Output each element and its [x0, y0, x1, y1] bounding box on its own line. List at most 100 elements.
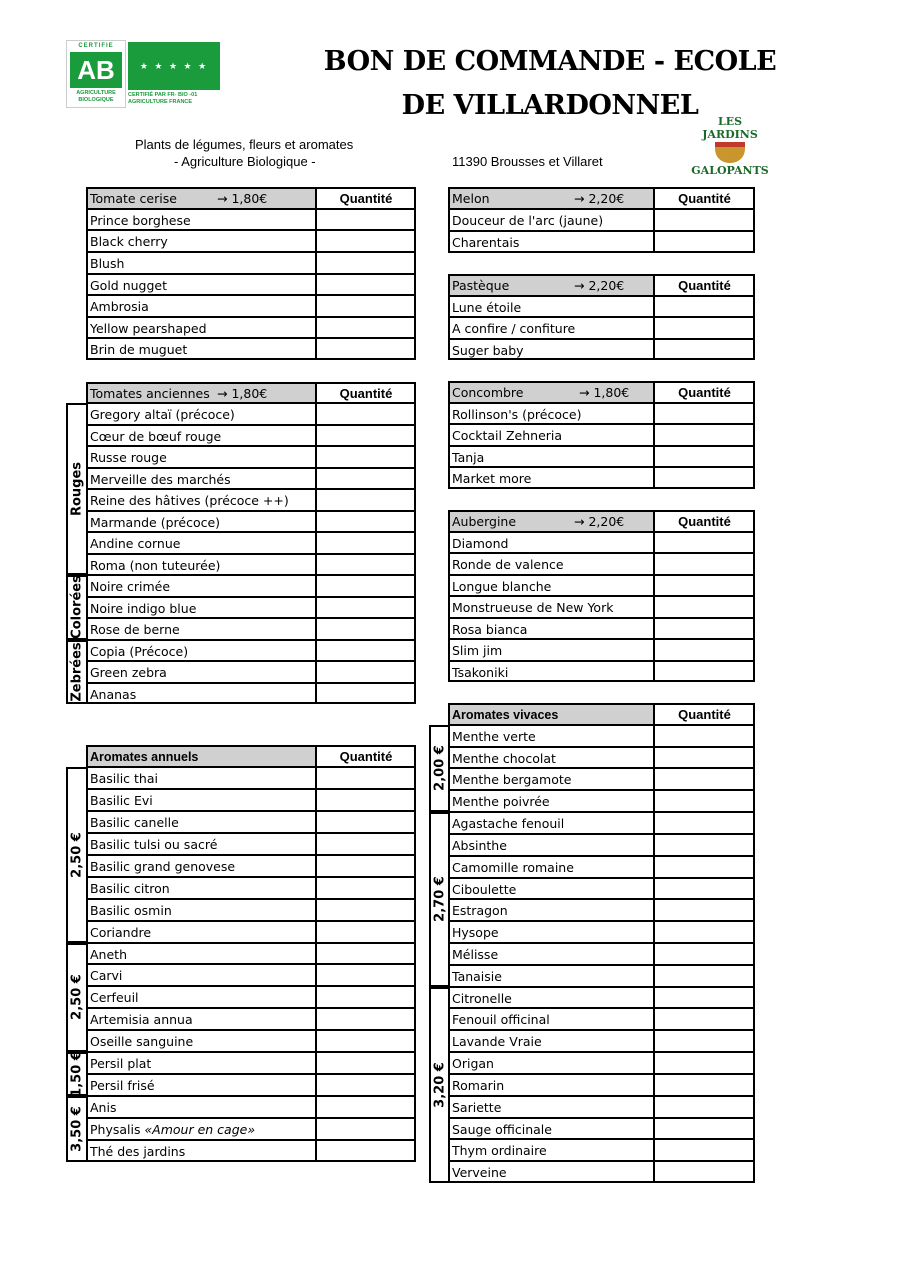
quantity-input[interactable]	[654, 1073, 755, 1096]
quantity-input[interactable]	[316, 489, 416, 511]
quantity-input[interactable]	[654, 531, 755, 553]
table-tomates-anciennes: Tomates anciennes → 1,80€ Quantité Gregory …	[66, 382, 416, 704]
quantity-input[interactable]	[654, 1008, 755, 1031]
quantity-input[interactable]	[654, 445, 755, 468]
quantity-input[interactable]	[654, 899, 755, 922]
quantity-input[interactable]	[316, 1118, 416, 1141]
quantity-input[interactable]	[316, 920, 416, 943]
quantity-input[interactable]	[654, 660, 755, 682]
product-name: Marmande (précoce)	[86, 510, 316, 533]
quantity-input[interactable]	[316, 1008, 416, 1031]
quantity-input[interactable]	[316, 639, 416, 662]
quantity-header: Quantité	[654, 510, 755, 532]
section-title: Melon → 2,20€	[448, 187, 654, 209]
product-note: «Amour en cage»	[144, 1122, 256, 1138]
quantity-input[interactable]	[316, 854, 416, 877]
section-title-text: Melon	[452, 191, 490, 206]
quantity-input[interactable]	[654, 317, 755, 339]
quantity-input[interactable]	[316, 876, 416, 899]
quantity-input[interactable]	[654, 402, 755, 425]
quantity-input[interactable]	[316, 618, 416, 640]
header-divider	[86, 402, 416, 405]
product-name: Rosa bianca	[448, 617, 654, 639]
quantity-input[interactable]	[654, 574, 755, 596]
jardins-galopants-logo: LES JARDINS GALOPANTS	[691, 115, 769, 177]
quantity-input[interactable]	[316, 986, 416, 1009]
quantity-input[interactable]	[654, 1139, 755, 1162]
quantity-input[interactable]	[654, 1095, 755, 1118]
quantity-input[interactable]	[654, 295, 755, 317]
group-divider	[86, 638, 416, 641]
quantity-input[interactable]	[316, 295, 416, 317]
quantity-input[interactable]	[654, 1117, 755, 1140]
quantity-input[interactable]	[654, 617, 755, 639]
product-name: Black cherry	[86, 230, 316, 252]
quantity-input[interactable]	[654, 724, 755, 747]
table-aromates-vivaces: Aromates vivaces Quantité Menthe verte Ment…	[429, 703, 755, 1183]
quantity-input[interactable]	[316, 832, 416, 855]
quantity-input[interactable]	[316, 661, 416, 683]
quantity-input[interactable]	[654, 833, 755, 856]
quantity-input[interactable]	[316, 446, 416, 468]
quantity-input[interactable]	[316, 964, 416, 987]
quantity-input[interactable]	[316, 273, 416, 296]
product-name: Reine des hâtives (précoce ++)	[86, 489, 316, 511]
quantity-input[interactable]	[316, 316, 416, 339]
quantity-input[interactable]	[316, 575, 416, 597]
quantity-input[interactable]	[316, 208, 416, 231]
quantity-input[interactable]	[316, 810, 416, 833]
quantity-input[interactable]	[654, 1161, 755, 1183]
quantity-input[interactable]	[654, 768, 755, 791]
quantity-input[interactable]	[654, 746, 755, 769]
quantity-input[interactable]	[654, 921, 755, 943]
quantity-input[interactable]	[316, 1096, 416, 1119]
quantity-input[interactable]	[316, 424, 416, 447]
product-name: Tsakoniki	[448, 660, 654, 682]
quantity-input[interactable]	[316, 682, 416, 704]
quantity-input[interactable]	[654, 964, 755, 987]
eu-organic-logo: ★ ★ ★ ★ ★ CERTIFIÉ PAR FR- BIO -01 AGRIC…	[128, 42, 220, 106]
quantity-input[interactable]	[316, 553, 416, 576]
quantity-input[interactable]	[654, 855, 755, 878]
quantity-input[interactable]	[654, 790, 755, 813]
table-aubergine: Aubergine → 2,20€ Quantité Diamond Ronde de …	[429, 510, 755, 682]
quantity-input[interactable]	[654, 877, 755, 900]
eu-logo-text: CERTIFIÉ PAR FR- BIO -01 AGRICULTURE FRA…	[128, 92, 198, 105]
quantity-input[interactable]	[654, 338, 755, 360]
quantity-input[interactable]	[316, 338, 416, 360]
product-name: Agastache fenouil	[448, 812, 654, 834]
quantity-input[interactable]	[316, 766, 416, 789]
product-name: Basilic osmin	[86, 898, 316, 921]
quantity-input[interactable]	[654, 467, 755, 489]
quantity-input[interactable]	[316, 1140, 416, 1162]
quantity-input[interactable]	[654, 231, 755, 253]
quantity-input[interactable]	[316, 403, 416, 425]
quantity-input[interactable]	[654, 943, 755, 965]
product-name: Gregory altaï (précoce)	[86, 403, 316, 425]
quantity-input[interactable]	[316, 467, 416, 490]
quantity-input[interactable]	[316, 898, 416, 921]
quantity-input[interactable]	[654, 553, 755, 575]
quantity-input[interactable]	[316, 251, 416, 274]
quantity-input[interactable]	[654, 639, 755, 661]
product-name: Blush	[86, 251, 316, 274]
quantity-input[interactable]	[654, 986, 755, 1009]
quantity-input[interactable]	[654, 1052, 755, 1074]
quantity-input[interactable]	[316, 942, 416, 965]
quantity-input[interactable]	[654, 812, 755, 834]
group-divider	[86, 1051, 416, 1054]
quantity-input[interactable]	[316, 1030, 416, 1053]
quantity-input[interactable]	[316, 596, 416, 619]
quantity-input[interactable]	[316, 788, 416, 811]
quantity-input[interactable]	[654, 1030, 755, 1053]
section-title-text: Pastèque	[452, 278, 510, 293]
quantity-input[interactable]	[316, 532, 416, 554]
quantity-input[interactable]	[654, 424, 755, 446]
quantity-input[interactable]	[654, 209, 755, 231]
quantity-input[interactable]	[316, 230, 416, 252]
quantity-input[interactable]	[654, 596, 755, 618]
quantity-input[interactable]	[316, 1074, 416, 1097]
quantity-input[interactable]	[316, 510, 416, 533]
quantity-input[interactable]	[316, 1052, 416, 1075]
product-name: Ronde de valence	[448, 553, 654, 575]
